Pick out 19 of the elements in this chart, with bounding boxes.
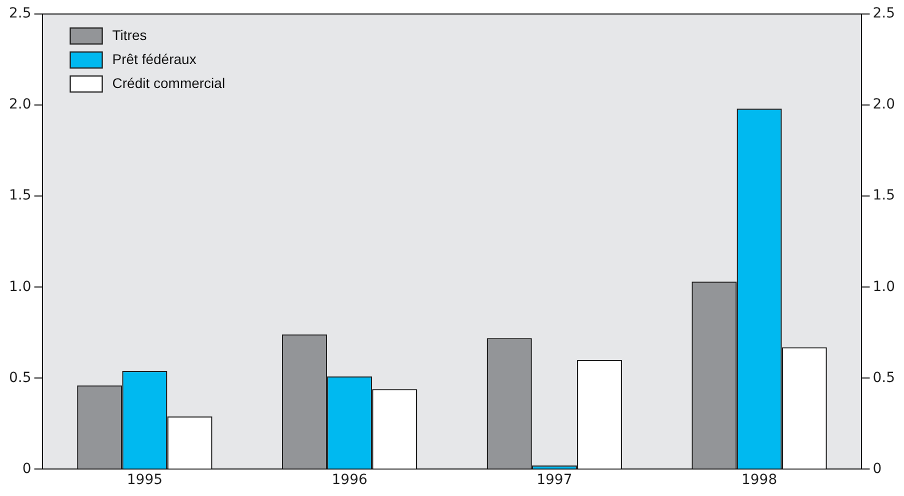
y-tick-label: 1.0	[9, 278, 32, 295]
y-tick-label: 2.0	[9, 96, 32, 113]
x-tick-label: 1996	[332, 472, 368, 488]
y2-tick-label: 1.5	[872, 188, 895, 204]
y2-tick-label: 0.5	[872, 370, 895, 386]
y2-tick-label: 2.0	[872, 96, 895, 113]
x-tick-label: 1995	[126, 472, 163, 488]
legend-label: Prêt fédéraux	[112, 50, 196, 67]
y2-tick-label: 2.5	[872, 6, 895, 22]
y-tick-label: 0.5	[9, 370, 32, 386]
legend-label: Crédit commercial	[112, 74, 226, 91]
x-tick-label: 1998	[741, 472, 778, 488]
x-tick-label: 1997	[536, 472, 572, 488]
y2-tick-label: 1.0	[872, 278, 895, 295]
legend-label: Titres	[112, 26, 147, 43]
y-tick-label: 0	[22, 460, 32, 477]
y2-tick-label: 0	[872, 460, 882, 477]
y-tick-label: 1.5	[9, 188, 32, 204]
y-tick-label: 2.5	[9, 6, 32, 22]
